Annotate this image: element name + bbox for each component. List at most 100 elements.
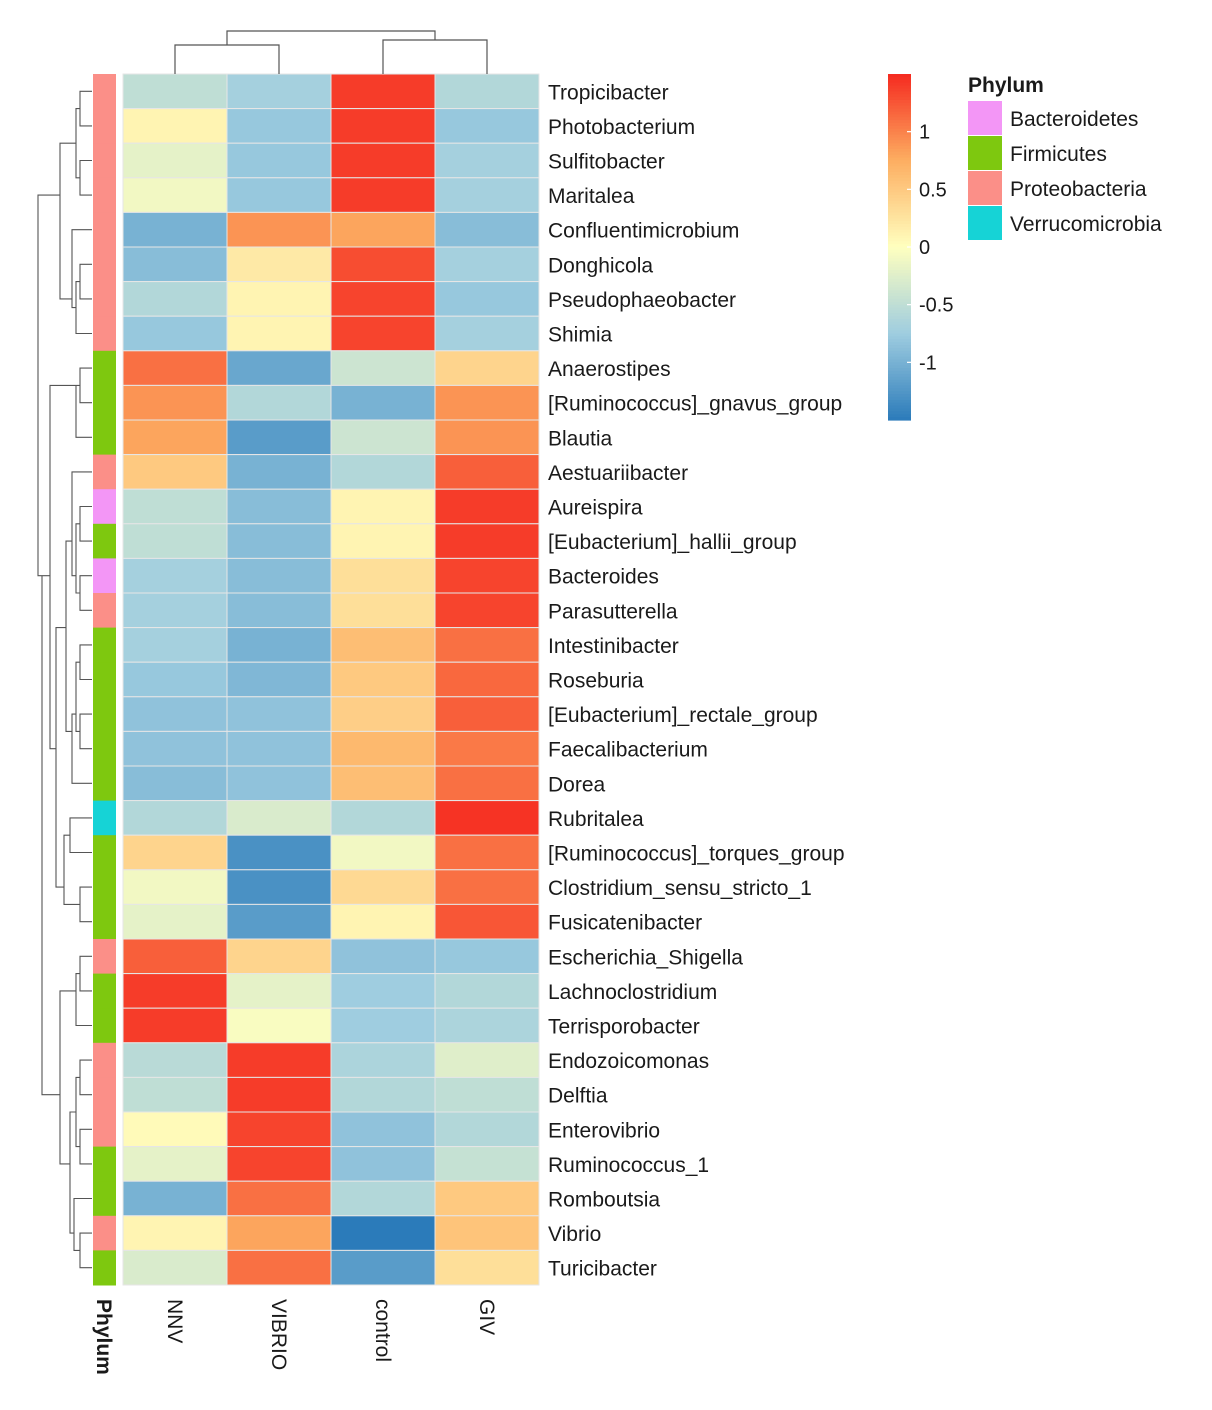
heatmap-cell (434, 973, 540, 1009)
color-scale-segment (888, 241, 911, 245)
heatmap-cell (226, 661, 332, 698)
heatmap-cell (434, 454, 540, 490)
color-scale-segment (888, 327, 911, 332)
color-scale-segment (888, 172, 911, 176)
heatmap-cell (330, 765, 436, 802)
color-scale-segment (888, 252, 911, 257)
color-scale-segment (888, 186, 911, 190)
heatmap-cell (122, 730, 228, 767)
heatmap-cell (434, 661, 540, 698)
heatmap-cell (434, 142, 540, 179)
heatmap-cell (330, 419, 436, 456)
color-scale-segment (888, 249, 911, 254)
heatmap-cell (122, 1146, 228, 1182)
row-label: Donghicola (548, 254, 653, 277)
heatmap-cell (434, 523, 540, 559)
heatmap-cell (330, 592, 436, 629)
phylum-annotation-cell (93, 973, 116, 1009)
heatmap-cell (434, 1249, 540, 1286)
heatmap-cell (330, 938, 436, 975)
row-label: Terrisporobacter (548, 1016, 700, 1039)
phylum-annotation-cell (93, 1042, 116, 1078)
heatmap-cell (226, 903, 332, 940)
color-scale-segment (888, 307, 911, 312)
heatmap-cell (434, 903, 540, 940)
heatmap-cell (122, 1111, 228, 1148)
legend-swatch (968, 101, 1002, 135)
color-scale-segment (888, 376, 911, 381)
heatmap-cell (434, 1076, 540, 1113)
heatmap-cell (330, 281, 436, 317)
color-scale-tick-label: 0 (919, 237, 930, 259)
heatmap-cell (434, 869, 540, 905)
phylum-annotation-cell (93, 558, 116, 594)
color-scale-segment (888, 128, 911, 133)
heatmap-cell (122, 523, 228, 559)
color-scale-segment (888, 200, 911, 205)
row-label: Intestinibacter (548, 635, 679, 658)
color-scale-segment (888, 281, 911, 286)
row-label: Lachnoclostridium (548, 981, 717, 1004)
row-dendrogram (37, 90, 92, 1269)
phylum-annotation-cell (93, 731, 116, 767)
heatmap-cell (330, 454, 436, 490)
color-scale-segment (888, 157, 911, 162)
heatmap-cell (226, 108, 332, 144)
row-label: Anaerostipes (548, 358, 671, 381)
color-scale-segment (888, 123, 911, 127)
color-scale-segment (888, 284, 911, 288)
heatmap-cell (434, 1111, 540, 1148)
heatmap-cell (434, 1007, 540, 1044)
heatmap-cell (226, 1215, 332, 1251)
row-label: Endozoicomonas (548, 1050, 709, 1073)
column-label: GIV (475, 1299, 498, 1335)
phylum-annotation-cell (93, 1215, 116, 1251)
color-scale-segment (888, 394, 911, 398)
heatmap-cell (330, 73, 436, 110)
heatmap-cell (330, 1076, 436, 1113)
heatmap-cell (122, 384, 228, 421)
row-label: [Eubacterium]_hallii_group (548, 531, 797, 554)
heatmap-cell (226, 246, 332, 283)
color-scale-segment (888, 287, 911, 291)
heatmap-cell (330, 177, 436, 213)
color-scale-segment (888, 131, 911, 136)
heatmap-cell (434, 108, 540, 144)
column-label: control (371, 1299, 394, 1362)
color-scale-segment (888, 79, 911, 84)
heatmap-cell (122, 281, 228, 317)
row-label: Blautia (548, 427, 613, 450)
heatmap-cell (122, 661, 228, 698)
color-scale-segment (888, 267, 911, 271)
color-scale-segment (888, 140, 911, 144)
heatmap-cell (226, 315, 332, 352)
heatmap-cell (226, 454, 332, 490)
heatmap-cell (434, 315, 540, 352)
heatmap-cell (330, 142, 436, 179)
color-scale-segment (888, 278, 911, 283)
heatmap-cell (122, 1076, 228, 1113)
phylum-annotation-cell (93, 1146, 116, 1182)
heatmap-cell (226, 973, 332, 1009)
phylum-annotation-cell (93, 247, 116, 283)
heatmap-cell (330, 1042, 436, 1078)
color-scale-segment (888, 114, 911, 118)
color-scale-segment (888, 339, 911, 343)
color-scale-tick-label: 0.5 (919, 179, 947, 201)
phylum-annotation-cell (93, 212, 116, 248)
heatmap-cell (122, 1249, 228, 1286)
heatmap-cell (330, 315, 436, 352)
color-scale-segment (888, 143, 911, 147)
phylum-axis-label: Phylum (92, 1299, 115, 1375)
heatmap-cell (434, 177, 540, 213)
phylum-annotation-cell (93, 593, 116, 629)
heatmap-cell (226, 523, 332, 559)
heatmap-cell (122, 246, 228, 283)
color-scale-tick-label: -0.5 (919, 295, 953, 317)
color-scale-segment (888, 76, 911, 81)
color-scale-segment (888, 382, 911, 386)
heatmap-cell (330, 488, 436, 525)
heatmap-cell (226, 1249, 332, 1286)
color-scale-segment (888, 134, 911, 139)
color-scale-segment (888, 195, 911, 199)
